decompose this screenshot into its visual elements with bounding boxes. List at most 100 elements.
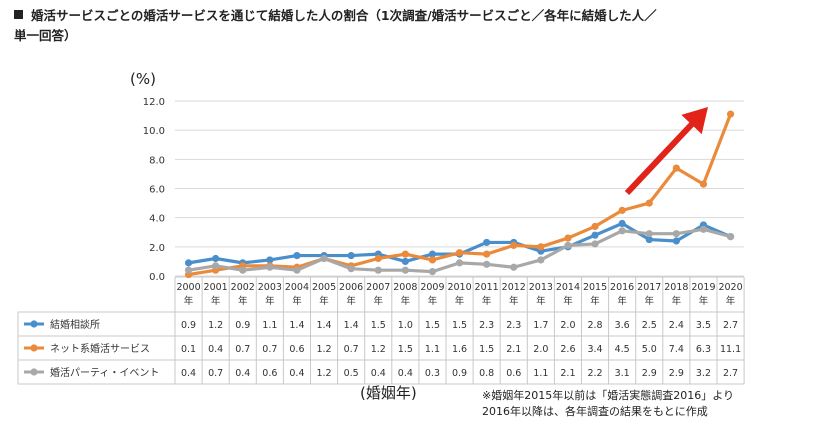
x-tick-suffix: 年 [699, 295, 709, 307]
data-point [455, 249, 464, 257]
data-point [591, 240, 599, 248]
table-cell-value: 1.2 [371, 344, 386, 355]
table-cell-value: 11.1 [720, 344, 741, 355]
x-tick-label: 2016 [610, 282, 634, 293]
chart-title: 婚活サービスごとの婚活サービスを通じて結婚した人の割合（1次調査/婚活サービスご… [14, 6, 804, 46]
note-line-1: ※婚姻年2015年以前は「婚活実態調査2016」より [482, 389, 734, 402]
x-tick-label: 2009 [420, 282, 444, 293]
table-cell-value: 2.0 [533, 344, 548, 355]
y-tick-label: 10.0 [143, 126, 165, 137]
data-point [374, 266, 382, 274]
data-point [212, 254, 220, 263]
x-tick-label: 2010 [447, 282, 471, 293]
y-tick-label: 4.0 [149, 214, 165, 225]
x-tick-label: 2012 [502, 282, 526, 293]
data-point [618, 219, 626, 228]
data-point [212, 262, 220, 270]
data-point [483, 260, 491, 268]
table-cell-value: 0.4 [181, 368, 196, 379]
x-tick-suffix: 年 [617, 295, 627, 307]
table-cell-value: 4.5 [615, 344, 630, 355]
data-point [726, 233, 735, 241]
table-cell-value: 0.7 [208, 368, 223, 379]
data-point [510, 263, 518, 271]
table-cell-value: 3.4 [587, 344, 602, 355]
x-tick-suffix: 年 [184, 295, 194, 307]
table-cell-value: 2.9 [642, 368, 657, 379]
data-point [455, 259, 464, 267]
table-cell-value: 1.5 [371, 320, 386, 331]
table-cell-value: 3.5 [696, 320, 711, 331]
x-tick-suffix: 年 [292, 295, 302, 307]
data-point [672, 230, 680, 238]
x-tick-suffix: 年 [509, 295, 519, 307]
x-tick-suffix: 年 [644, 295, 654, 307]
table-cell-value: 0.4 [208, 344, 223, 355]
source-note: ※婚姻年2015年以前は「婚活実態調査2016」より 2016年以降は、各年調査… [482, 388, 734, 420]
data-point [672, 164, 680, 172]
table-cell-value: 2.9 [669, 368, 684, 379]
data-point [293, 251, 301, 260]
x-tick-label: 2014 [556, 282, 580, 293]
table-cell-value: 5.0 [642, 344, 657, 355]
x-tick-label: 2005 [312, 282, 336, 293]
legend-label: 結婚相談所 [50, 318, 100, 331]
table-cell-value: 1.2 [208, 320, 223, 331]
table-cell-value: 1.5 [479, 344, 494, 355]
x-tick-suffix: 年 [319, 295, 329, 307]
table-cell-value: 2.3 [506, 320, 521, 331]
data-point [428, 256, 437, 264]
data-point [374, 254, 382, 263]
table-cell-value: 0.6 [262, 368, 277, 379]
table-cell-value: 7.4 [669, 344, 684, 355]
data-point [510, 241, 518, 249]
data-point [266, 256, 274, 264]
square-bullet-icon [14, 10, 23, 19]
x-tick-label: 2008 [393, 282, 417, 293]
data-point [645, 235, 653, 244]
table-cell-value: 1.6 [452, 344, 467, 355]
data-point [645, 199, 653, 207]
x-tick-label: 2002 [231, 282, 255, 293]
data-point [401, 250, 409, 258]
table-cell-value: 2.5 [642, 320, 657, 331]
data-point [239, 266, 247, 274]
table-cell-value: 1.2 [316, 368, 331, 379]
table-cell-value: 1.7 [533, 320, 548, 331]
table-cell-value: 0.3 [425, 368, 440, 379]
table-cell-value: 0.4 [398, 368, 413, 379]
data-point [293, 266, 301, 274]
table-cell-value: 2.6 [560, 344, 575, 355]
table-cell-value: 0.9 [452, 368, 467, 379]
x-tick-suffix: 年 [401, 295, 411, 307]
data-point [320, 254, 328, 263]
data-point [347, 251, 355, 260]
table-cell-value: 2.4 [669, 320, 684, 331]
data-point [483, 238, 491, 247]
table-cell-value: 1.4 [344, 320, 359, 331]
title-line-1: 婚活サービスごとの婚活サービスを通じて結婚した人の割合（1次調査/婚活サービスご… [31, 8, 657, 23]
trend-arrow-head-icon [681, 107, 708, 135]
data-point [564, 234, 572, 242]
title-line-2: 単一回答） [14, 28, 77, 43]
data-point [591, 222, 599, 231]
table-cell-value: 6.3 [696, 344, 711, 355]
x-tick-label: 2001 [204, 282, 228, 293]
x-tick-label: 2003 [258, 282, 282, 293]
data-point [428, 268, 437, 276]
x-tick-suffix: 年 [428, 295, 438, 307]
x-tick-label: 2013 [529, 282, 553, 293]
x-tick-suffix: 年 [455, 295, 465, 307]
data-point [401, 257, 409, 266]
y-axis-unit: (%) [130, 70, 156, 88]
table-cell-value: 0.9 [235, 320, 250, 331]
note-line-2: 2016年以降は、各年調査の結果をもとに作成 [482, 405, 708, 418]
x-tick-label: 2006 [339, 282, 363, 293]
table-cell-value: 2.7 [723, 320, 738, 331]
y-tick-label: 12.0 [143, 97, 165, 108]
x-tick-suffix: 年 [726, 295, 736, 307]
trend-arrow-shaft [624, 120, 696, 196]
x-tick-label: 2019 [691, 282, 715, 293]
x-tick-suffix: 年 [346, 295, 356, 307]
table-cell-value: 0.6 [289, 344, 304, 355]
